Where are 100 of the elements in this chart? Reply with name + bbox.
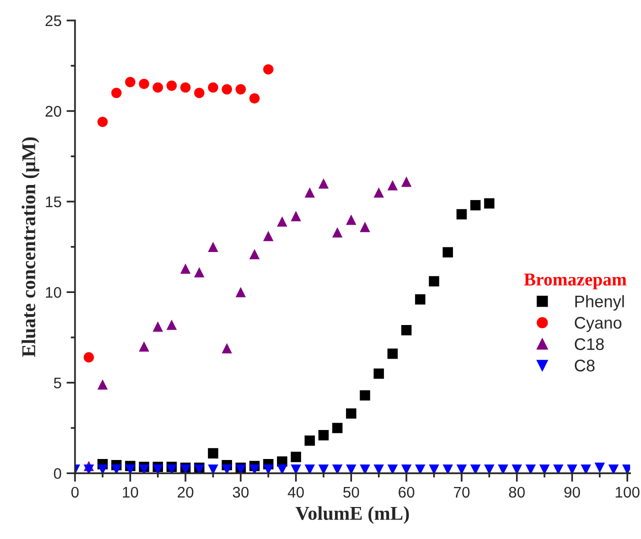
x-tick-label: 90 — [564, 486, 580, 498]
point — [276, 216, 288, 227]
x-tick-label: 60 — [398, 486, 414, 498]
point — [97, 464, 108, 474]
legend-label: Phenyl — [575, 295, 624, 311]
point — [332, 464, 343, 474]
x-tick-label: 80 — [509, 486, 525, 498]
y-axis-title: Eluate concentration (µM) — [22, 137, 40, 357]
point — [374, 464, 384, 474]
point — [346, 214, 356, 225]
point — [97, 379, 108, 390]
point — [84, 464, 94, 474]
point — [539, 464, 550, 474]
x-axis-title: VolumE (mL) — [296, 506, 409, 524]
point — [166, 320, 177, 330]
legend-label: C8 — [574, 360, 595, 372]
point — [608, 464, 619, 474]
point — [208, 464, 218, 474]
point — [318, 430, 329, 440]
point — [249, 93, 260, 104]
point — [580, 464, 592, 474]
point — [415, 464, 426, 474]
point — [442, 464, 453, 474]
point — [152, 321, 163, 332]
point — [180, 263, 191, 274]
point — [236, 286, 246, 298]
x-tick-label: 70 — [454, 486, 470, 498]
y-tick-label: 0 — [54, 468, 62, 479]
point — [180, 82, 191, 93]
point — [470, 200, 481, 210]
point — [304, 435, 315, 446]
point — [304, 464, 315, 474]
point — [374, 368, 384, 379]
point — [387, 348, 398, 359]
point — [332, 227, 343, 238]
point — [152, 464, 163, 474]
point — [387, 464, 398, 474]
point — [470, 464, 481, 474]
point — [594, 462, 605, 473]
point — [566, 464, 578, 474]
y-tick-label: 15 — [46, 196, 62, 208]
point — [125, 464, 136, 474]
point — [97, 116, 108, 128]
point — [456, 464, 467, 474]
point — [428, 464, 440, 474]
point — [276, 464, 288, 474]
point — [263, 64, 274, 75]
point — [401, 325, 412, 336]
point — [332, 422, 343, 434]
point — [360, 390, 370, 401]
point — [194, 267, 204, 278]
point — [290, 464, 302, 474]
point — [304, 187, 315, 198]
point — [208, 448, 218, 458]
point — [346, 408, 356, 419]
point — [318, 178, 329, 189]
point — [222, 343, 232, 354]
point — [374, 187, 384, 198]
point — [442, 247, 453, 258]
point — [401, 464, 412, 474]
point — [290, 210, 302, 222]
point — [456, 209, 467, 220]
point — [553, 464, 564, 474]
x-tick-label: 30 — [232, 486, 249, 498]
y-tick-label: 25 — [46, 15, 62, 26]
point — [166, 80, 177, 91]
point — [125, 76, 136, 88]
y-tick-label: 5 — [54, 378, 62, 388]
point — [138, 464, 150, 474]
y-tick-label: 20 — [46, 106, 62, 117]
point — [166, 464, 177, 474]
point — [138, 341, 150, 352]
point — [428, 276, 440, 286]
point — [194, 88, 204, 98]
point — [526, 464, 536, 474]
point — [346, 464, 356, 474]
x-tick-label: 40 — [288, 486, 304, 498]
point — [249, 464, 260, 474]
point — [236, 84, 246, 94]
point — [208, 242, 218, 252]
point — [401, 176, 412, 187]
point — [263, 464, 274, 474]
point — [84, 352, 94, 362]
point — [360, 464, 370, 474]
legend-label: Cyano — [574, 316, 622, 332]
point — [498, 464, 508, 474]
point — [263, 230, 274, 242]
y-tick-label: 10 — [46, 287, 62, 298]
point — [111, 464, 122, 474]
legend-label: C18 — [574, 338, 604, 350]
x-tick-label: 0 — [71, 486, 79, 498]
point — [415, 294, 426, 305]
point — [152, 82, 163, 93]
x-tick-label: 100 — [616, 486, 640, 498]
point — [484, 464, 494, 474]
x-tick-label: 50 — [343, 486, 360, 498]
point — [484, 198, 494, 209]
legend-title: Bromazepam — [524, 274, 626, 290]
point — [111, 88, 122, 98]
x-tick-label: 20 — [178, 486, 194, 498]
